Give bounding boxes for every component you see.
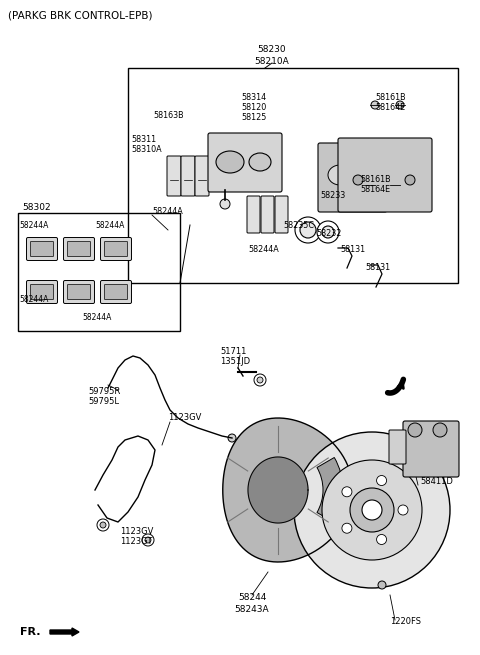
- FancyBboxPatch shape: [31, 284, 53, 299]
- Text: 58131: 58131: [340, 246, 365, 255]
- Bar: [18, 213, 180, 331]
- Text: 58302: 58302: [22, 202, 50, 212]
- FancyBboxPatch shape: [275, 196, 288, 233]
- Bar: [128, 68, 458, 283]
- Circle shape: [391, 181, 399, 189]
- Circle shape: [342, 487, 352, 496]
- Circle shape: [405, 175, 415, 185]
- FancyBboxPatch shape: [26, 280, 58, 303]
- FancyBboxPatch shape: [247, 196, 260, 233]
- Circle shape: [300, 222, 316, 238]
- Text: 58232: 58232: [316, 229, 341, 238]
- Polygon shape: [248, 457, 308, 523]
- Wedge shape: [317, 457, 343, 523]
- Circle shape: [378, 581, 386, 589]
- FancyBboxPatch shape: [63, 238, 95, 261]
- Circle shape: [254, 374, 266, 386]
- FancyBboxPatch shape: [63, 280, 95, 303]
- Text: 1220FS: 1220FS: [390, 618, 421, 626]
- Circle shape: [97, 519, 109, 531]
- Text: 58314: 58314: [241, 94, 266, 102]
- Text: 58210A: 58210A: [254, 56, 289, 66]
- Circle shape: [408, 423, 422, 437]
- Text: FR.: FR.: [20, 627, 40, 637]
- Text: 58161B: 58161B: [375, 92, 406, 102]
- Text: 58235C: 58235C: [283, 221, 314, 231]
- Circle shape: [433, 423, 447, 437]
- Text: 59795L: 59795L: [88, 396, 119, 405]
- Circle shape: [145, 537, 151, 543]
- FancyBboxPatch shape: [318, 143, 387, 212]
- FancyBboxPatch shape: [105, 242, 128, 257]
- Circle shape: [342, 523, 352, 533]
- Text: 58120: 58120: [241, 103, 266, 113]
- Text: 1123GT: 1123GT: [120, 538, 152, 546]
- Text: 58244A: 58244A: [95, 221, 124, 229]
- FancyBboxPatch shape: [261, 196, 274, 233]
- Text: 58310A: 58310A: [131, 145, 162, 153]
- Circle shape: [362, 500, 382, 520]
- Text: 1351JD: 1351JD: [220, 358, 250, 367]
- Text: 1123GV: 1123GV: [120, 527, 154, 536]
- Text: 58244A: 58244A: [19, 295, 48, 305]
- Text: 58163B: 58163B: [153, 111, 184, 121]
- FancyBboxPatch shape: [68, 242, 91, 257]
- Circle shape: [366, 181, 374, 189]
- Circle shape: [228, 434, 236, 442]
- Circle shape: [350, 488, 394, 532]
- Circle shape: [398, 505, 408, 515]
- FancyBboxPatch shape: [167, 156, 181, 196]
- Text: 58230: 58230: [258, 45, 286, 54]
- Circle shape: [371, 101, 379, 109]
- Text: 58311: 58311: [131, 134, 156, 143]
- Text: 1123GV: 1123GV: [168, 413, 202, 422]
- Text: 58125: 58125: [241, 113, 266, 122]
- FancyBboxPatch shape: [68, 284, 91, 299]
- Circle shape: [142, 534, 154, 546]
- FancyBboxPatch shape: [195, 156, 209, 196]
- Circle shape: [377, 534, 386, 544]
- Circle shape: [322, 460, 422, 560]
- Text: 58244: 58244: [238, 593, 266, 603]
- Circle shape: [353, 175, 363, 185]
- FancyArrow shape: [50, 628, 79, 636]
- Text: 59795R: 59795R: [88, 386, 120, 396]
- Polygon shape: [223, 418, 353, 562]
- Text: (PARKG BRK CONTROL-EPB): (PARKG BRK CONTROL-EPB): [8, 11, 153, 21]
- Text: 58244A: 58244A: [82, 314, 111, 322]
- Circle shape: [100, 522, 106, 528]
- Text: 58244A: 58244A: [152, 208, 183, 217]
- Text: 58244A: 58244A: [248, 246, 279, 255]
- Text: 58161B: 58161B: [360, 176, 391, 185]
- FancyBboxPatch shape: [100, 280, 132, 303]
- Circle shape: [220, 199, 230, 209]
- Circle shape: [257, 377, 263, 383]
- FancyBboxPatch shape: [31, 242, 53, 257]
- Text: 58164E: 58164E: [375, 102, 405, 111]
- FancyBboxPatch shape: [26, 238, 58, 261]
- FancyBboxPatch shape: [181, 156, 195, 196]
- FancyBboxPatch shape: [338, 138, 432, 212]
- Ellipse shape: [328, 165, 352, 185]
- Circle shape: [295, 217, 321, 243]
- FancyBboxPatch shape: [208, 133, 282, 192]
- Text: 58243A: 58243A: [235, 605, 269, 614]
- FancyBboxPatch shape: [105, 284, 128, 299]
- FancyBboxPatch shape: [389, 430, 406, 464]
- Text: 58164E: 58164E: [360, 185, 390, 195]
- Text: 58411D: 58411D: [420, 477, 453, 487]
- FancyBboxPatch shape: [403, 421, 459, 477]
- Circle shape: [396, 101, 404, 109]
- Ellipse shape: [249, 153, 271, 171]
- Text: 51711: 51711: [220, 348, 246, 356]
- Circle shape: [294, 432, 450, 588]
- FancyBboxPatch shape: [100, 238, 132, 261]
- Ellipse shape: [216, 151, 244, 173]
- Text: 58233: 58233: [320, 191, 345, 200]
- Text: 58244A: 58244A: [19, 221, 48, 229]
- Circle shape: [322, 226, 334, 238]
- Circle shape: [377, 476, 386, 485]
- Text: 58131: 58131: [365, 263, 390, 272]
- Circle shape: [317, 221, 339, 243]
